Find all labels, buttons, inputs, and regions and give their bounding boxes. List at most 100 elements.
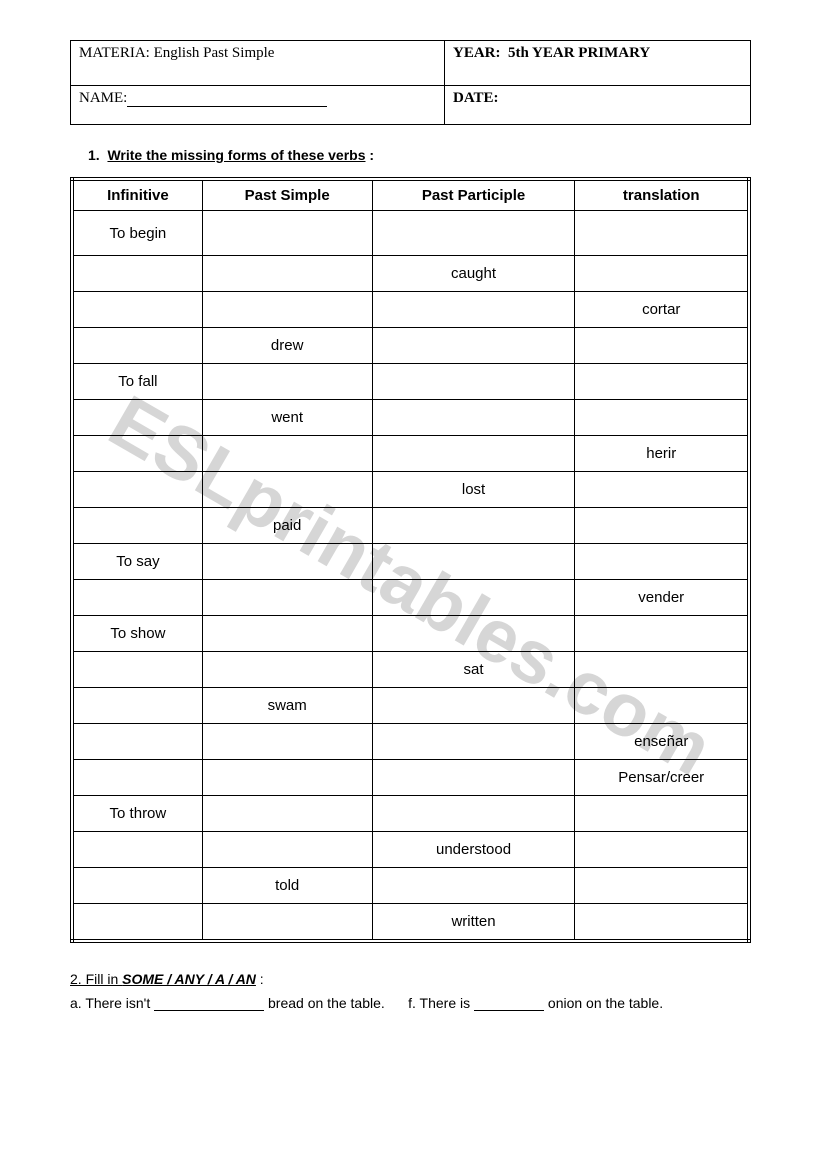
table-cell[interactable] bbox=[202, 904, 372, 942]
table-cell[interactable] bbox=[575, 652, 749, 688]
table-cell[interactable]: To throw bbox=[72, 796, 202, 832]
table-cell[interactable]: sat bbox=[372, 652, 575, 688]
table-cell[interactable]: went bbox=[202, 400, 372, 436]
table-cell[interactable] bbox=[202, 292, 372, 328]
table-row: sat bbox=[72, 652, 749, 688]
table-cell[interactable] bbox=[202, 580, 372, 616]
table-cell[interactable] bbox=[372, 868, 575, 904]
table-cell[interactable] bbox=[372, 508, 575, 544]
table-row: To fall bbox=[72, 364, 749, 400]
table-cell[interactable]: told bbox=[202, 868, 372, 904]
table-cell[interactable] bbox=[72, 328, 202, 364]
date-label: DATE: bbox=[453, 90, 499, 106]
verb-table: Infinitive Past Simple Past Participle t… bbox=[70, 177, 751, 943]
table-cell[interactable]: lost bbox=[372, 472, 575, 508]
ex2-blank-a[interactable] bbox=[154, 998, 264, 1011]
table-cell[interactable]: cortar bbox=[575, 292, 749, 328]
table-row: To say bbox=[72, 544, 749, 580]
table-cell[interactable]: written bbox=[372, 904, 575, 942]
ex2-a-2: bread on the table. bbox=[264, 995, 385, 1011]
table-cell[interactable] bbox=[575, 211, 749, 256]
col-past-simple: Past Simple bbox=[202, 179, 372, 211]
table-cell[interactable]: To show bbox=[72, 616, 202, 652]
col-infinitive: Infinitive bbox=[72, 179, 202, 211]
exercise2-title: 2. Fill in SOME / ANY / A / AN : bbox=[70, 971, 751, 987]
table-cell[interactable] bbox=[202, 472, 372, 508]
table-row: Pensar/creer bbox=[72, 760, 749, 796]
table-row: caught bbox=[72, 256, 749, 292]
table-cell[interactable] bbox=[372, 760, 575, 796]
table-cell[interactable] bbox=[372, 400, 575, 436]
table-cell[interactable] bbox=[202, 652, 372, 688]
table-cell[interactable] bbox=[372, 616, 575, 652]
table-cell[interactable] bbox=[72, 292, 202, 328]
ex2-prefix: 2. Fill in bbox=[70, 971, 122, 987]
table-cell[interactable] bbox=[575, 256, 749, 292]
table-cell[interactable] bbox=[575, 904, 749, 942]
table-cell[interactable] bbox=[202, 544, 372, 580]
table-cell[interactable] bbox=[202, 436, 372, 472]
table-cell[interactable] bbox=[72, 760, 202, 796]
table-cell[interactable] bbox=[72, 868, 202, 904]
table-cell[interactable] bbox=[575, 796, 749, 832]
table-cell[interactable] bbox=[202, 760, 372, 796]
table-cell[interactable] bbox=[575, 832, 749, 868]
table-cell[interactable]: drew bbox=[202, 328, 372, 364]
ex2-a-1: a. There isn't bbox=[70, 995, 154, 1011]
table-cell[interactable] bbox=[575, 544, 749, 580]
table-cell[interactable] bbox=[575, 364, 749, 400]
table-cell[interactable]: caught bbox=[372, 256, 575, 292]
table-cell[interactable] bbox=[72, 652, 202, 688]
table-cell[interactable] bbox=[72, 724, 202, 760]
table-cell[interactable] bbox=[202, 724, 372, 760]
table-cell[interactable] bbox=[372, 211, 575, 256]
table-cell[interactable]: swam bbox=[202, 688, 372, 724]
table-cell[interactable] bbox=[72, 436, 202, 472]
name-blank-line[interactable] bbox=[127, 94, 327, 107]
table-cell[interactable] bbox=[72, 508, 202, 544]
table-cell[interactable] bbox=[372, 328, 575, 364]
table-cell[interactable] bbox=[202, 832, 372, 868]
ex2-blank-f[interactable] bbox=[474, 998, 544, 1011]
table-cell[interactable]: Pensar/creer bbox=[575, 760, 749, 796]
table-cell[interactable] bbox=[372, 544, 575, 580]
table-cell[interactable] bbox=[575, 400, 749, 436]
table-cell[interactable]: herir bbox=[575, 436, 749, 472]
year-label: YEAR: bbox=[453, 45, 501, 61]
table-cell[interactable] bbox=[72, 904, 202, 942]
table-cell[interactable]: To fall bbox=[72, 364, 202, 400]
table-cell[interactable]: To say bbox=[72, 544, 202, 580]
table-row: understood bbox=[72, 832, 749, 868]
table-cell[interactable]: enseñar bbox=[575, 724, 749, 760]
table-cell[interactable] bbox=[72, 472, 202, 508]
table-cell[interactable] bbox=[72, 256, 202, 292]
table-row: To begin bbox=[72, 211, 749, 256]
table-cell[interactable]: understood bbox=[372, 832, 575, 868]
table-cell[interactable] bbox=[72, 400, 202, 436]
table-cell[interactable] bbox=[372, 436, 575, 472]
table-cell[interactable] bbox=[202, 256, 372, 292]
table-cell[interactable]: To begin bbox=[72, 211, 202, 256]
table-cell[interactable]: paid bbox=[202, 508, 372, 544]
table-cell[interactable] bbox=[72, 832, 202, 868]
table-cell[interactable] bbox=[372, 724, 575, 760]
table-cell[interactable] bbox=[372, 580, 575, 616]
table-cell[interactable] bbox=[72, 580, 202, 616]
table-row: told bbox=[72, 868, 749, 904]
table-cell[interactable] bbox=[372, 364, 575, 400]
table-cell[interactable] bbox=[575, 616, 749, 652]
table-cell[interactable] bbox=[202, 616, 372, 652]
table-cell[interactable] bbox=[575, 868, 749, 904]
table-cell[interactable] bbox=[202, 796, 372, 832]
table-cell[interactable] bbox=[372, 688, 575, 724]
table-cell[interactable] bbox=[372, 292, 575, 328]
table-cell[interactable] bbox=[575, 472, 749, 508]
table-cell[interactable] bbox=[72, 688, 202, 724]
table-cell[interactable]: vender bbox=[575, 580, 749, 616]
table-cell[interactable] bbox=[575, 508, 749, 544]
table-cell[interactable] bbox=[575, 328, 749, 364]
table-cell[interactable] bbox=[575, 688, 749, 724]
table-cell[interactable] bbox=[202, 364, 372, 400]
table-cell[interactable] bbox=[202, 211, 372, 256]
table-cell[interactable] bbox=[372, 796, 575, 832]
